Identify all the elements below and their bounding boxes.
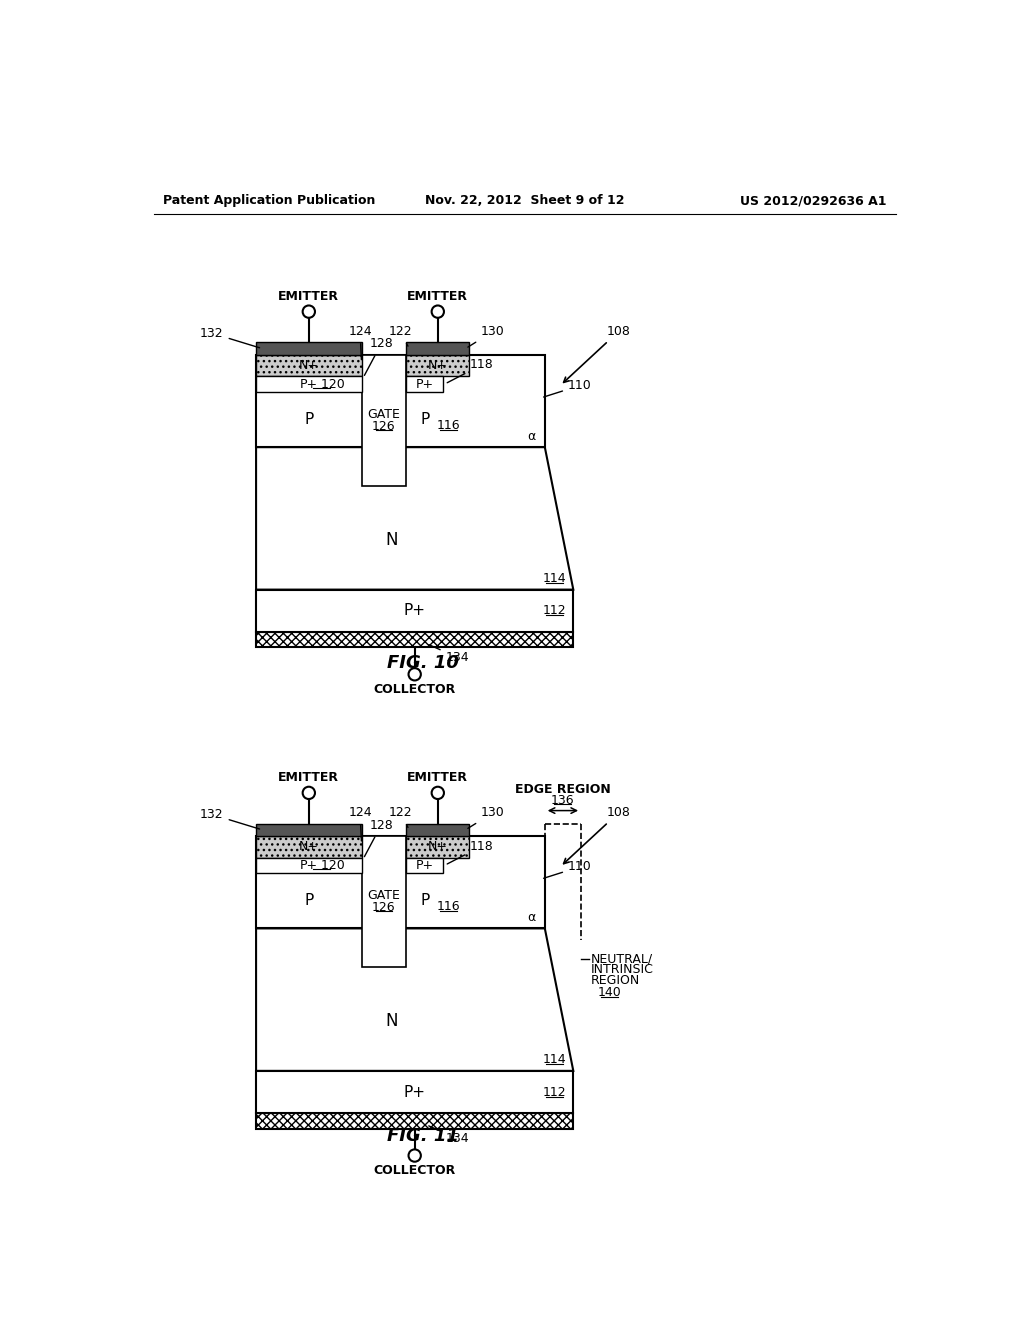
Text: N: N <box>385 531 398 549</box>
Text: 120: 120 <box>312 859 344 871</box>
Bar <box>256 355 545 447</box>
Text: 132: 132 <box>200 808 259 829</box>
Text: N+: N+ <box>428 841 447 853</box>
Bar <box>256 824 361 836</box>
Polygon shape <box>256 447 573 590</box>
Text: GATE: GATE <box>368 888 400 902</box>
Text: 128: 128 <box>365 338 393 375</box>
Text: 124: 124 <box>348 807 372 841</box>
Bar <box>256 590 573 632</box>
Text: P: P <box>421 412 430 426</box>
Text: P+: P+ <box>416 859 434 871</box>
Bar <box>361 355 407 486</box>
Bar <box>361 836 407 966</box>
Bar <box>256 836 545 928</box>
Text: 116: 116 <box>437 900 461 913</box>
Bar <box>256 1113 573 1129</box>
Bar <box>256 836 361 858</box>
Text: 122: 122 <box>388 807 412 828</box>
Text: 130: 130 <box>468 807 505 829</box>
Text: 134: 134 <box>429 644 469 664</box>
Text: 118: 118 <box>447 840 494 865</box>
Text: α: α <box>526 430 536 444</box>
Text: P: P <box>304 894 313 908</box>
Text: GATE: GATE <box>368 408 400 421</box>
Text: 110: 110 <box>544 861 592 878</box>
Text: 114: 114 <box>543 1053 566 1065</box>
Text: EMITTER: EMITTER <box>408 289 468 302</box>
Text: INTRINSIC: INTRINSIC <box>590 964 653 977</box>
Text: US 2012/0292636 A1: US 2012/0292636 A1 <box>740 194 887 207</box>
Bar <box>407 376 443 392</box>
Text: 126: 126 <box>372 420 395 433</box>
Text: 140: 140 <box>598 986 622 999</box>
Text: EMITTER: EMITTER <box>408 771 468 784</box>
Text: 112: 112 <box>543 1085 566 1098</box>
Text: P+: P+ <box>416 378 434 391</box>
Text: 128: 128 <box>365 818 393 857</box>
Text: P+: P+ <box>300 859 317 871</box>
Text: P+: P+ <box>403 603 426 618</box>
Text: N+: N+ <box>299 841 318 853</box>
Polygon shape <box>256 928 573 1071</box>
Text: 122: 122 <box>388 325 412 346</box>
Text: N: N <box>385 1012 398 1030</box>
Text: 124: 124 <box>348 325 372 359</box>
Text: 112: 112 <box>543 605 566 618</box>
Bar <box>256 376 361 392</box>
Text: COLLECTOR: COLLECTOR <box>374 1164 456 1177</box>
Bar <box>256 632 573 647</box>
Text: P+: P+ <box>300 378 317 391</box>
Text: 132: 132 <box>200 326 259 347</box>
Text: N+: N+ <box>428 359 447 372</box>
Bar <box>256 858 361 873</box>
Text: 110: 110 <box>544 379 592 397</box>
Text: 108: 108 <box>563 325 631 383</box>
Text: FIG. 11: FIG. 11 <box>387 1127 459 1146</box>
Bar <box>407 836 469 858</box>
Text: N+: N+ <box>299 359 318 372</box>
Text: COLLECTOR: COLLECTOR <box>374 684 456 696</box>
Text: 126: 126 <box>372 902 395 915</box>
Bar <box>407 824 469 836</box>
Text: 136: 136 <box>551 795 574 807</box>
Bar <box>256 1071 573 1113</box>
Text: P: P <box>421 894 430 908</box>
Text: 120: 120 <box>312 378 344 391</box>
Text: 114: 114 <box>543 572 566 585</box>
Text: α: α <box>526 911 536 924</box>
Text: Patent Application Publication: Patent Application Publication <box>163 194 375 207</box>
Text: 134: 134 <box>429 1126 469 1146</box>
Text: EMITTER: EMITTER <box>279 289 339 302</box>
Text: 130: 130 <box>468 325 505 347</box>
Text: REGION: REGION <box>590 974 640 987</box>
Text: 108: 108 <box>563 807 631 863</box>
Text: EDGE REGION: EDGE REGION <box>515 783 610 796</box>
Text: Nov. 22, 2012  Sheet 9 of 12: Nov. 22, 2012 Sheet 9 of 12 <box>425 194 625 207</box>
Text: P: P <box>304 412 313 426</box>
Bar <box>256 355 361 376</box>
Text: FIG. 10: FIG. 10 <box>387 653 459 672</box>
Text: NEUTRAL/: NEUTRAL/ <box>590 953 652 966</box>
Bar <box>407 342 469 355</box>
Bar <box>407 355 469 376</box>
Text: 118: 118 <box>447 358 494 383</box>
Text: P+: P+ <box>403 1085 426 1100</box>
Text: EMITTER: EMITTER <box>279 771 339 784</box>
Text: 116: 116 <box>437 418 461 432</box>
Bar <box>256 342 361 355</box>
Bar <box>407 858 443 873</box>
